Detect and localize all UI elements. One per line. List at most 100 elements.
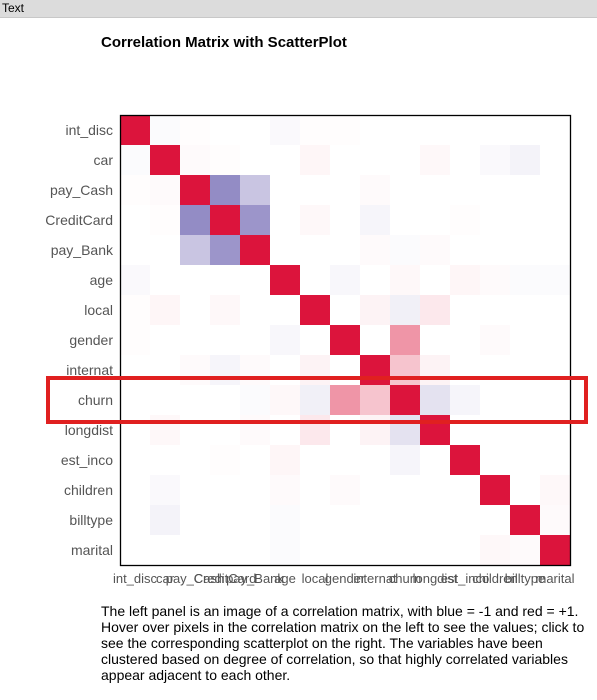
matrix-cell-int_disc-local[interactable]: [300, 115, 330, 145]
matrix-cell-local-churn[interactable]: [390, 295, 420, 325]
matrix-cell-churn-gender[interactable]: [330, 385, 360, 415]
matrix-cell-pay_Bank-children[interactable]: [480, 235, 510, 265]
matrix-cell-longdist-car[interactable]: [150, 415, 180, 445]
matrix-cell-gender-churn[interactable]: [390, 325, 420, 355]
matrix-cell-billtype-billtype[interactable]: [510, 505, 540, 535]
matrix-cell-billtype-int_disc[interactable]: [120, 505, 150, 535]
matrix-cell-churn-billtype[interactable]: [510, 385, 540, 415]
matrix-cell-age-car[interactable]: [150, 265, 180, 295]
matrix-cell-children-marital[interactable]: [540, 475, 570, 505]
matrix-cell-local-pay_Bank[interactable]: [240, 295, 270, 325]
matrix-cell-billtype-local[interactable]: [300, 505, 330, 535]
matrix-cell-int_disc-CreditCard[interactable]: [210, 115, 240, 145]
matrix-cell-car-pay_Bank[interactable]: [240, 145, 270, 175]
matrix-cell-children-int_disc[interactable]: [120, 475, 150, 505]
matrix-cell-longdist-billtype[interactable]: [510, 415, 540, 445]
matrix-cell-pay_Cash-internat[interactable]: [360, 175, 390, 205]
matrix-cell-pay_Bank-CreditCard[interactable]: [210, 235, 240, 265]
matrix-cell-pay_Bank-pay_Bank[interactable]: [240, 235, 270, 265]
matrix-cell-car-marital[interactable]: [540, 145, 570, 175]
matrix-cell-CreditCard-gender[interactable]: [330, 205, 360, 235]
matrix-cell-billtype-children[interactable]: [480, 505, 510, 535]
matrix-cell-age-internat[interactable]: [360, 265, 390, 295]
matrix-cell-gender-pay_Bank[interactable]: [240, 325, 270, 355]
matrix-cell-CreditCard-int_disc[interactable]: [120, 205, 150, 235]
matrix-cell-pay_Cash-pay_Cash[interactable]: [180, 175, 210, 205]
matrix-cell-churn-car[interactable]: [150, 385, 180, 415]
matrix-cell-local-local[interactable]: [300, 295, 330, 325]
matrix-cell-billtype-longdist[interactable]: [420, 505, 450, 535]
matrix-cell-churn-age[interactable]: [270, 385, 300, 415]
matrix-cell-car-children[interactable]: [480, 145, 510, 175]
matrix-cell-local-int_disc[interactable]: [120, 295, 150, 325]
matrix-cell-children-gender[interactable]: [330, 475, 360, 505]
matrix-cell-car-churn[interactable]: [390, 145, 420, 175]
matrix-cell-children-age[interactable]: [270, 475, 300, 505]
matrix-cell-pay_Cash-est_inco[interactable]: [450, 175, 480, 205]
matrix-cell-marital-billtype[interactable]: [510, 535, 540, 565]
matrix-cell-longdist-internat[interactable]: [360, 415, 390, 445]
matrix-cell-gender-longdist[interactable]: [420, 325, 450, 355]
matrix-cell-marital-CreditCard[interactable]: [210, 535, 240, 565]
matrix-cell-est_inco-local[interactable]: [300, 445, 330, 475]
matrix-cell-int_disc-marital[interactable]: [540, 115, 570, 145]
matrix-cell-local-children[interactable]: [480, 295, 510, 325]
matrix-cell-int_disc-gender[interactable]: [330, 115, 360, 145]
matrix-cell-age-est_inco[interactable]: [450, 265, 480, 295]
matrix-cell-gender-gender[interactable]: [330, 325, 360, 355]
matrix-cell-local-pay_Cash[interactable]: [180, 295, 210, 325]
matrix-cell-local-est_inco[interactable]: [450, 295, 480, 325]
matrix-cell-internat-pay_Cash[interactable]: [180, 355, 210, 385]
matrix-cell-children-CreditCard[interactable]: [210, 475, 240, 505]
matrix-cell-longdist-marital[interactable]: [540, 415, 570, 445]
matrix-cell-age-longdist[interactable]: [420, 265, 450, 295]
matrix-cell-age-churn[interactable]: [390, 265, 420, 295]
matrix-cell-internat-internat[interactable]: [360, 355, 390, 385]
matrix-cell-pay_Cash-car[interactable]: [150, 175, 180, 205]
matrix-cell-marital-int_disc[interactable]: [120, 535, 150, 565]
matrix-cell-int_disc-int_disc[interactable]: [120, 115, 150, 145]
matrix-cell-CreditCard-pay_Cash[interactable]: [180, 205, 210, 235]
matrix-cell-gender-CreditCard[interactable]: [210, 325, 240, 355]
matrix-cell-car-car[interactable]: [150, 145, 180, 175]
matrix-cell-marital-pay_Cash[interactable]: [180, 535, 210, 565]
matrix-cell-churn-churn[interactable]: [390, 385, 420, 415]
matrix-cell-int_disc-est_inco[interactable]: [450, 115, 480, 145]
matrix-cell-churn-internat[interactable]: [360, 385, 390, 415]
matrix-cell-pay_Bank-local[interactable]: [300, 235, 330, 265]
matrix-cell-int_disc-pay_Bank[interactable]: [240, 115, 270, 145]
matrix-cell-age-age[interactable]: [270, 265, 300, 295]
matrix-cell-car-internat[interactable]: [360, 145, 390, 175]
matrix-cell-gender-pay_Cash[interactable]: [180, 325, 210, 355]
matrix-cell-CreditCard-longdist[interactable]: [420, 205, 450, 235]
matrix-cell-longdist-pay_Cash[interactable]: [180, 415, 210, 445]
matrix-cell-int_disc-age[interactable]: [270, 115, 300, 145]
matrix-cell-gender-marital[interactable]: [540, 325, 570, 355]
matrix-cell-gender-est_inco[interactable]: [450, 325, 480, 355]
matrix-cell-children-children[interactable]: [480, 475, 510, 505]
matrix-cell-pay_Cash-children[interactable]: [480, 175, 510, 205]
matrix-cell-age-int_disc[interactable]: [120, 265, 150, 295]
matrix-cell-pay_Cash-int_disc[interactable]: [120, 175, 150, 205]
matrix-cell-car-local[interactable]: [300, 145, 330, 175]
matrix-cell-pay_Bank-internat[interactable]: [360, 235, 390, 265]
matrix-cell-marital-longdist[interactable]: [420, 535, 450, 565]
matrix-cell-est_inco-int_disc[interactable]: [120, 445, 150, 475]
matrix-cell-age-pay_Bank[interactable]: [240, 265, 270, 295]
matrix-cell-est_inco-age[interactable]: [270, 445, 300, 475]
tab-text[interactable]: Text: [2, 1, 25, 15]
matrix-cell-longdist-age[interactable]: [270, 415, 300, 445]
matrix-cell-churn-marital[interactable]: [540, 385, 570, 415]
matrix-cell-age-local[interactable]: [300, 265, 330, 295]
matrix-cell-CreditCard-local[interactable]: [300, 205, 330, 235]
matrix-cell-internat-local[interactable]: [300, 355, 330, 385]
matrix-cell-internat-churn[interactable]: [390, 355, 420, 385]
matrix-cell-internat-car[interactable]: [150, 355, 180, 385]
matrix-cell-pay_Bank-billtype[interactable]: [510, 235, 540, 265]
matrix-cell-car-longdist[interactable]: [420, 145, 450, 175]
matrix-cell-est_inco-longdist[interactable]: [420, 445, 450, 475]
matrix-cell-billtype-est_inco[interactable]: [450, 505, 480, 535]
matrix-cell-marital-age[interactable]: [270, 535, 300, 565]
matrix-cell-car-est_inco[interactable]: [450, 145, 480, 175]
matrix-cell-churn-int_disc[interactable]: [120, 385, 150, 415]
